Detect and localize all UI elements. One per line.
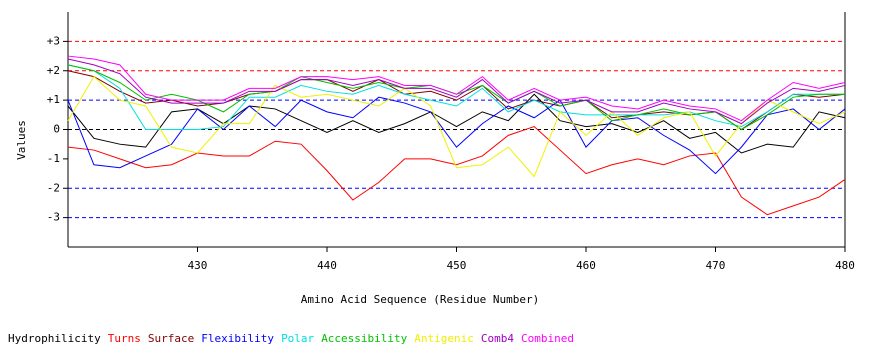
y-tick-label: -2 [47,181,60,194]
x-tick-label: 430 [188,259,208,272]
legend-entry: Hydrophilicity [8,332,101,345]
legend-entry: Combined [521,332,574,345]
x-tick-label: 470 [706,259,726,272]
y-axis-label: Values [15,120,28,160]
legend-entry: Antigenic [414,332,474,345]
y-tick-label: -1 [47,152,60,165]
y-tick-label: 0 [53,123,60,136]
legend-entry: Turns [108,332,141,345]
legend-entry: Flexibility [201,332,274,345]
legend-entry: Comb4 [481,332,514,345]
y-tick-label: -3 [47,211,60,224]
series-line [67,55,846,122]
y-tick-label: +2 [47,64,60,77]
series-line [67,96,846,175]
x-tick-label: 450 [447,259,467,272]
x-axis-label: Amino Acid Sequence (Residue Number) [301,293,539,306]
series-line [67,75,846,178]
y-tick-label: +1 [47,93,60,106]
legend-entry: Polar [281,332,314,345]
x-tick-label: 480 [835,259,855,272]
y-tick-label: +3 [47,34,60,47]
x-tick-label: 440 [317,259,337,272]
legend-entry: Accessibility [321,332,407,345]
legend-entry: Surface [148,332,194,345]
series-line [67,64,845,130]
series-line [67,58,846,125]
x-tick-label: 460 [576,259,596,272]
